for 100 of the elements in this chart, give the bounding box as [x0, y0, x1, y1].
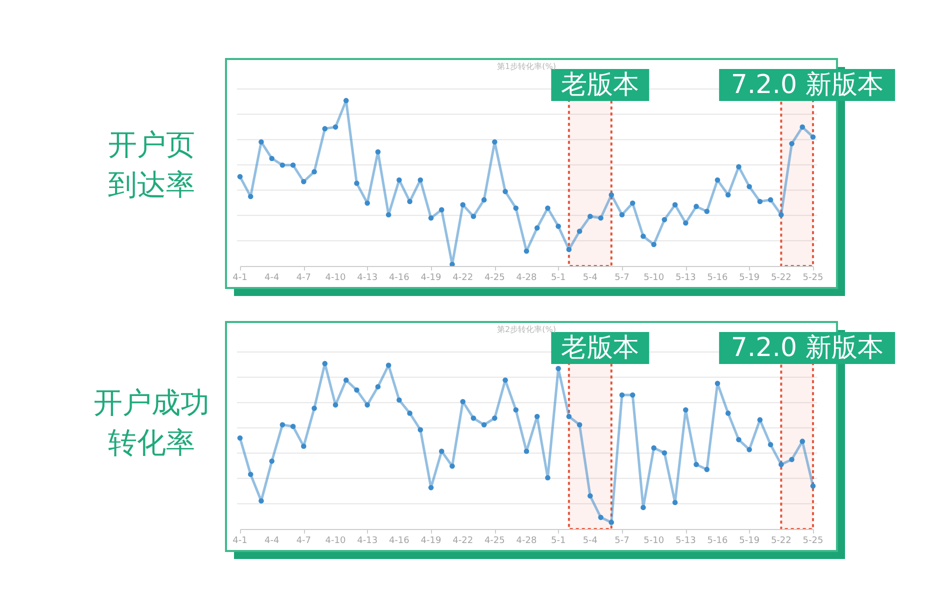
point [386, 362, 392, 368]
point [524, 448, 530, 454]
point [492, 416, 498, 421]
point [375, 384, 381, 390]
point [619, 212, 625, 218]
point [736, 437, 742, 442]
chart-title: 第2步转化率(%) [497, 325, 556, 334]
point [566, 414, 572, 420]
point [662, 217, 668, 222]
point [237, 435, 243, 441]
x-tick-label: 4-4 [264, 273, 280, 283]
point [481, 422, 487, 428]
point [714, 177, 720, 183]
y-axis-title: 开户成功转化率 [94, 386, 210, 460]
x-tick-label: 5-1 [550, 273, 566, 283]
point [354, 180, 360, 186]
x-tick-label: 5-7 [614, 536, 630, 546]
x-tick-label: 4-16 [388, 536, 410, 546]
point [789, 456, 794, 462]
point [237, 174, 243, 180]
band-label: 7.2.0 新版本 [730, 333, 884, 363]
x-tick-label: 5-13 [675, 536, 696, 546]
point [556, 224, 561, 229]
point [460, 398, 466, 404]
x-tick-label: 4-22 [452, 273, 474, 283]
point [768, 442, 774, 448]
x-tick-label: 4-13 [357, 273, 378, 283]
point [269, 458, 274, 464]
point [258, 139, 264, 145]
x-tick-label: 4-7 [296, 536, 312, 546]
point [386, 212, 392, 218]
point [407, 198, 412, 204]
x-tick-label: 4-10 [325, 536, 346, 546]
point [396, 177, 402, 183]
point [290, 162, 296, 168]
point [502, 188, 508, 194]
x-tick-label: 4-28 [516, 536, 537, 546]
point [534, 414, 540, 420]
point [704, 208, 710, 214]
point [736, 164, 742, 170]
x-tick-label: 5-4 [582, 273, 598, 283]
x-tick-label: 5-25 [802, 273, 824, 283]
x-tick-label: 4-22 [452, 536, 474, 546]
point [640, 234, 646, 239]
x-tick-label: 5-16 [707, 536, 728, 546]
point [418, 427, 424, 432]
point [470, 214, 476, 220]
point [800, 124, 806, 130]
band-label: 老版本 [561, 70, 640, 100]
x-tick-label: 5-1 [550, 536, 566, 546]
point [725, 410, 731, 416]
point [810, 134, 816, 140]
point [332, 402, 338, 408]
point [608, 192, 614, 198]
point [757, 198, 763, 204]
point [481, 197, 487, 202]
x-tick-label: 5-22 [770, 273, 792, 283]
point [588, 493, 593, 499]
point [651, 242, 656, 248]
point [343, 377, 349, 383]
point [332, 124, 338, 130]
point [651, 445, 656, 451]
x-tick-label: 4-1 [232, 536, 248, 546]
point [301, 178, 306, 184]
point [778, 462, 784, 468]
point [450, 464, 455, 469]
point [396, 397, 402, 403]
point [301, 444, 306, 449]
point [524, 248, 530, 254]
point [789, 140, 794, 146]
point [662, 450, 668, 456]
point [438, 448, 444, 454]
point [375, 149, 381, 154]
point [746, 446, 752, 452]
point [694, 204, 699, 210]
point [694, 462, 699, 468]
point [364, 402, 370, 408]
x-tick-label: 4-4 [264, 536, 280, 546]
point [534, 225, 540, 231]
point [566, 246, 572, 252]
point [248, 472, 254, 478]
x-tick-label: 5-22 [770, 536, 792, 546]
point [364, 200, 370, 206]
point [714, 380, 720, 386]
x-tick-label: 5-19 [739, 536, 760, 546]
point [343, 98, 349, 104]
point [588, 214, 593, 220]
point [460, 202, 466, 208]
point [502, 377, 508, 383]
point [746, 184, 752, 190]
x-tick-label: 5-7 [614, 273, 630, 283]
point [576, 422, 582, 428]
point [619, 392, 625, 398]
point [725, 192, 731, 198]
point [407, 410, 412, 416]
point [683, 407, 688, 413]
x-tick-label: 4-28 [516, 273, 537, 283]
point [672, 500, 678, 506]
point [640, 504, 646, 510]
point [810, 483, 816, 489]
